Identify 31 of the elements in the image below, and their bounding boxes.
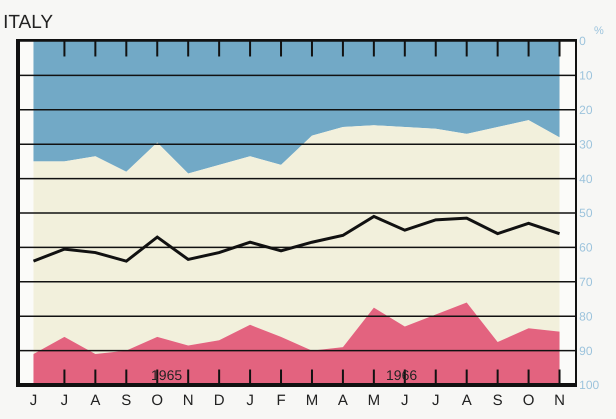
x-tick-label: M — [368, 392, 380, 409]
x-tick-label: J — [432, 392, 440, 409]
x-tick-label: S — [492, 392, 503, 409]
x-tick-label: O — [522, 392, 534, 409]
y-tick-label: 90 — [579, 344, 593, 358]
x-tick-label: A — [338, 392, 348, 409]
y-tick-label: 70 — [579, 275, 593, 289]
x-tick-label: J — [60, 392, 68, 409]
x-tick-label: N — [554, 392, 565, 409]
x-tick-label: A — [90, 392, 100, 409]
x-tick-label: J — [246, 392, 254, 409]
y-tick-label: 40 — [579, 172, 593, 186]
y-tick-label: 100 — [579, 378, 600, 392]
y-tick-label: 80 — [579, 309, 593, 324]
x-tick-label: D — [214, 392, 225, 409]
x-tick-label: N — [182, 392, 194, 409]
x-tick-label: J — [401, 392, 409, 409]
x-tick-label: F — [276, 392, 286, 409]
x-tick-label: S — [121, 392, 132, 409]
y-axis-title: % — [594, 25, 604, 37]
y-tick-label: 60 — [579, 240, 593, 255]
y-tick-label: 20 — [579, 103, 593, 117]
y-tick-label: 30 — [579, 137, 593, 152]
x-tick-label: J — [30, 392, 38, 409]
x-tick-label: A — [462, 392, 472, 409]
x-tick-label: O — [151, 392, 164, 409]
x-tick-label: M — [306, 392, 318, 409]
y-tick-label: 0 — [579, 34, 586, 48]
chart-title: ITALY — [3, 12, 54, 33]
y-tick-label: 10 — [579, 68, 593, 83]
y-tick-label: 50 — [579, 206, 593, 220]
